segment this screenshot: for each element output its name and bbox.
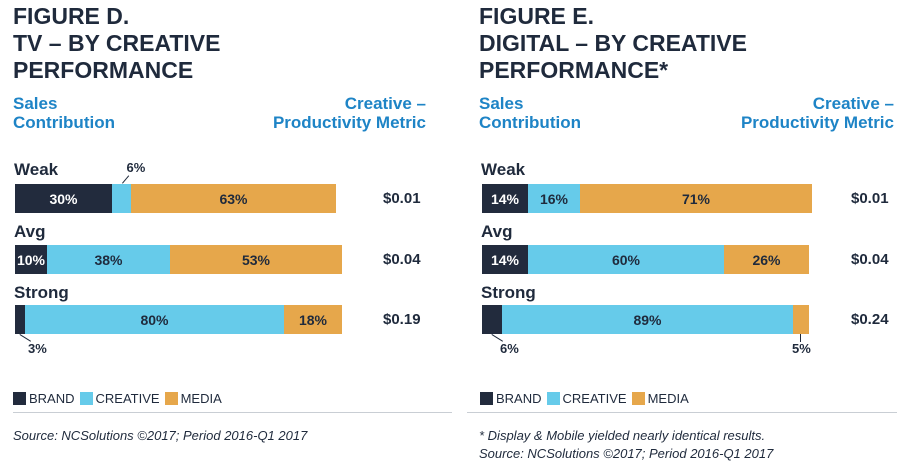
segment-value-label: 60%: [611, 251, 641, 268]
header-line: Sales: [479, 94, 524, 113]
stacked-bar-weak: 14% 16% 71%: [482, 184, 812, 213]
row-label-avg: Avg: [481, 222, 513, 241]
legend-swatch-creative: [79, 392, 93, 405]
stacked-bar-avg: 10% 38% 53%: [15, 245, 342, 274]
bar-segment-media: 71%: [580, 184, 812, 213]
header-line: Contribution: [479, 113, 581, 132]
header-line: Creative –: [344, 94, 426, 113]
bar-segment-brand: 14%: [482, 245, 528, 274]
divider: [13, 412, 452, 413]
figure-title-line: DIGITAL – BY CREATIVE: [479, 30, 747, 56]
bar-segment-media: [793, 305, 809, 334]
legend-swatch-media: [164, 392, 178, 405]
segment-value-label: 89%: [633, 311, 662, 328]
header-line: Sales: [13, 94, 58, 113]
sales-contribution-header: Sales Contribution: [479, 94, 581, 132]
figure-e-panel: FIGURE E. DIGITAL – BY CREATIVE PERFORMA…: [467, 0, 904, 466]
segment-callout-label: 6%: [126, 160, 146, 175]
legend-label-creative: CREATIVE: [562, 391, 627, 406]
segment-callout-label: 6%: [500, 341, 519, 356]
productivity-metric-value: $0.04: [383, 251, 421, 268]
legend: BRAND CREATIVE MEDIA: [480, 391, 694, 406]
source-line: * Display & Mobile yielded nearly identi…: [479, 428, 766, 443]
segment-value-label: 10%: [16, 251, 46, 268]
figure-title-line: FIGURE E.: [479, 3, 595, 29]
sales-contribution-header: Sales Contribution: [13, 94, 115, 132]
row-label-strong: Strong: [14, 283, 69, 302]
legend-swatch-brand: [480, 392, 493, 405]
source-line: Source: NCSolutions ©2017; Period 2016-Q…: [479, 446, 774, 461]
segment-callout-label: 5%: [792, 341, 811, 356]
productivity-metric-header: Creative – Productivity Metric: [741, 94, 894, 132]
segment-value-label: 16%: [539, 190, 569, 207]
legend-label-media: MEDIA: [647, 391, 689, 406]
bar-segment-brand: [15, 305, 25, 334]
legend-label-media: MEDIA: [180, 391, 222, 406]
bar-segment-creative: 16%: [528, 184, 580, 213]
segment-value-label: 80%: [140, 311, 169, 328]
segment-value-label: 53%: [241, 251, 271, 268]
legend-label-creative: CREATIVE: [95, 391, 160, 406]
stacked-bar-strong: 89%: [482, 305, 809, 334]
figure-title: FIGURE D. TV – BY CREATIVE PERFORMANCE: [13, 3, 220, 84]
figure-title-line: FIGURE D.: [13, 3, 130, 29]
bar-segment-creative: [112, 184, 131, 213]
bar-segment-brand: 14%: [482, 184, 528, 213]
figure-title: FIGURE E. DIGITAL – BY CREATIVE PERFORMA…: [479, 3, 747, 84]
productivity-metric-value: $0.01: [383, 190, 421, 207]
segment-value-label: 18%: [298, 311, 328, 328]
header-line: Contribution: [13, 113, 115, 132]
segment-value-label: 26%: [752, 251, 781, 268]
header-line: Productivity Metric: [740, 113, 894, 132]
bar-segment-creative: 38%: [47, 245, 170, 274]
segment-value-label: 14%: [490, 190, 520, 207]
segment-value-label: 63%: [219, 190, 248, 207]
legend: BRAND CREATIVE MEDIA: [13, 391, 227, 406]
productivity-metric-header: Creative – Productivity Metric: [273, 94, 426, 132]
bar-segment-media: 63%: [131, 184, 336, 213]
bar-segment-media: 53%: [170, 245, 342, 274]
bar-segment-creative: 80%: [25, 305, 284, 334]
row-label-strong: Strong: [481, 283, 536, 302]
legend-swatch-brand: [13, 392, 26, 405]
productivity-metric-value: $0.01: [851, 190, 889, 207]
segment-value-label: 38%: [94, 251, 123, 268]
bar-segment-creative: 60%: [528, 245, 724, 274]
bar-segment-brand: 30%: [15, 184, 112, 213]
productivity-metric-value: $0.19: [383, 311, 421, 328]
stacked-bar-strong: 80% 18%: [15, 305, 342, 334]
divider: [467, 412, 897, 413]
segment-value-label: 14%: [490, 251, 520, 268]
stacked-bar-weak: 30% 63%: [15, 184, 336, 213]
figure-title-line: TV – BY CREATIVE: [13, 30, 221, 56]
bar-segment-brand: 10%: [15, 245, 47, 274]
bar-segment-media: 18%: [284, 305, 342, 334]
source-note: Source: NCSolutions ©2017; Period 2016-Q…: [13, 427, 307, 445]
figure-title-line: PERFORMANCE: [13, 57, 194, 83]
bar-segment-creative: 89%: [502, 305, 793, 334]
source-line: Source: NCSolutions ©2017; Period 2016-Q…: [13, 428, 308, 443]
legend-label-brand: BRAND: [496, 391, 542, 406]
productivity-metric-value: $0.04: [851, 251, 889, 268]
row-label-avg: Avg: [14, 222, 46, 241]
bar-segment-media: 26%: [724, 245, 809, 274]
row-label-weak: Weak: [481, 160, 526, 179]
callout-leader-line: [121, 175, 129, 184]
figure-title-line: PERFORMANCE*: [479, 57, 669, 83]
bar-segment-brand: [482, 305, 502, 334]
legend-label-brand: BRAND: [29, 391, 75, 406]
segment-value-label: 71%: [681, 190, 711, 207]
header-line: Creative –: [812, 94, 894, 113]
header-line: Productivity Metric: [272, 113, 426, 132]
legend-swatch-media: [631, 392, 645, 405]
productivity-metric-value: $0.24: [851, 311, 889, 328]
figure-d-panel: FIGURE D. TV – BY CREATIVE PERFORMANCE S…: [13, 3, 452, 445]
source-note: * Display & Mobile yielded nearly identi…: [479, 427, 773, 463]
stacked-bar-avg: 14% 60% 26%: [482, 245, 809, 274]
segment-callout-label: 3%: [28, 341, 47, 356]
segment-value-label: 30%: [49, 190, 78, 207]
row-label-weak: Weak: [14, 160, 59, 179]
legend-swatch-creative: [546, 392, 560, 405]
